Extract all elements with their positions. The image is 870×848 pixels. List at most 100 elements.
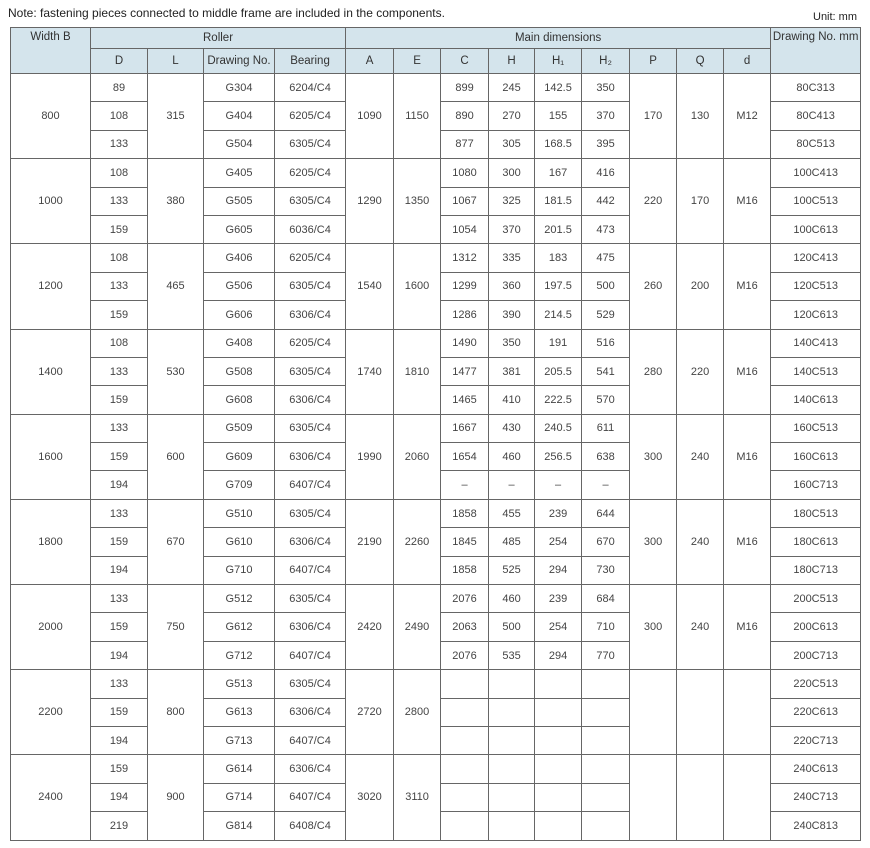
h1-cell: 240.5 [534,413,583,444]
h2-cell: 644 [581,498,631,529]
c-cell: 877 [440,129,490,160]
drawing-no-cell: 160C713 [770,470,862,500]
unit-label: Unit: mm [813,11,857,23]
table-row: 159 G610 6306/C4 1845 485 254 670 180C613 [11,527,862,557]
subheader-12: d [723,48,772,74]
roller-l-cell: 900 [147,754,204,841]
p-cell: 300 [629,498,678,586]
roller-drawing-cell: G712 [203,640,275,671]
h1-cell: 294 [534,640,583,671]
roller-l-cell: 670 [147,498,204,586]
h2-cell: 570 [581,385,631,415]
roller-l-cell: 465 [147,243,204,330]
c-cell: 1858 [440,555,490,586]
table-row: 108 G404 6205/C4 890 270 155 370 80C413 [11,101,862,131]
a-cell: 2190 [345,498,395,586]
h-cell [488,697,536,727]
drawing-no-cell: 180C613 [770,527,862,557]
bearing-cell: 6205/C4 [273,328,347,358]
c-cell: 1667 [440,413,490,444]
drawing-no-cell: 160C513 [770,413,862,444]
roller-l-cell: 380 [147,158,204,245]
bearing-cell: 6305/C4 [273,498,347,529]
table-row: 133 G508 6305/C4 1477 381 205.5 541 140C513 [11,356,862,387]
table-row: 133 G505 6305/C4 1067 325 181.5 442 100C513 [11,186,862,216]
c-cell [440,754,490,784]
h2-cell: 611 [581,413,631,444]
h-cell: 525 [488,555,536,586]
q-cell: 220 [676,328,725,415]
bearing-cell: 6306/C4 [273,754,347,784]
c-cell: 1312 [440,243,490,273]
drawing-no-cell: 80C313 [770,72,862,103]
q-cell: 130 [676,72,725,160]
roller-drawing-cell: G508 [203,356,275,387]
drawing-no-cell: 140C613 [770,385,862,415]
dimensions-table: Width B Roller Main dimensions Drawing N… [10,27,862,841]
h2-cell: 370 [581,101,631,131]
table-row: 1600 133 600 G509 6305/C4 1990 2060 1667 430 240.… [10,413,862,500]
q-cell: 170 [676,158,725,245]
roller-drawing-cell: G814 [203,811,275,841]
h-cell: 370 [488,214,536,245]
bearing-cell: 6306/C4 [273,300,347,330]
drawing-no-cell: 220C713 [770,725,862,756]
drawing-no-cell: 160C613 [770,442,862,472]
roller-d-cell: 108 [90,328,148,358]
q-cell: 240 [676,413,725,500]
roller-drawing-cell: G506 [203,271,275,302]
d-cell: M16 [723,584,772,671]
e-cell: 3110 [393,754,442,841]
h-cell: 245 [488,72,536,103]
bearing-cell: 6305/C4 [273,186,347,216]
p-cell: 220 [629,158,678,245]
d-cell: M16 [723,158,772,245]
roller-d-cell: 159 [90,612,148,642]
bearing-cell: 6305/C4 [273,584,347,614]
table-row: 1400 108 530 G408 6205/C4 1740 1810 1490 350 191 5… [10,328,862,415]
h2-cell [581,754,631,784]
c-cell [440,697,490,727]
h-cell [488,669,536,699]
h-cell: 270 [488,101,536,131]
subheader-4: A [345,48,395,74]
e-cell: 1350 [393,158,442,245]
bearing-cell: 6407/C4 [273,470,347,500]
h-cell: 460 [488,584,536,614]
table-row: 2000 133 750 G512 6305/C4 2420 2490 2076 460 239 6… [10,584,862,671]
roller-d-cell: 108 [90,101,148,131]
h2-cell [581,782,631,813]
roller-drawing-cell: G405 [203,158,275,188]
c-cell: 890 [440,101,490,131]
q-cell [676,669,725,756]
h1-cell: 214.5 [534,300,583,330]
h1-cell: 222.5 [534,385,583,415]
h2-cell: 516 [581,328,631,358]
subheader-2: Drawing No. [203,48,275,74]
h2-cell [581,697,631,727]
drawing-no-cell: 200C613 [770,612,862,642]
h2-cell [581,811,631,841]
table-row: 194 G712 6407/C4 2076 535 294 770 200C713 [11,640,862,671]
subheader-8: H₁ [534,48,583,74]
table-row: 1800 133 670 G510 6305/C4 2190 2260 1858 455 239 6… [10,498,862,586]
c-cell: 1286 [440,300,490,330]
drawing-no-cell: 200C513 [770,584,862,614]
h2-cell: 500 [581,271,631,302]
roller-l-cell: 530 [147,328,204,415]
roller-drawing-cell: G304 [203,72,275,103]
c-cell: 1465 [440,385,490,415]
a-cell: 3020 [345,754,395,841]
width-cell: 800 [10,72,91,160]
roller-drawing-cell: G509 [203,413,275,444]
c-cell: – [440,470,490,500]
roller-l-cell: 600 [147,413,204,500]
h-cell: 350 [488,328,536,358]
c-cell [440,669,490,699]
roller-drawing-cell: G504 [203,129,275,160]
h-cell [488,754,536,784]
width-cell: 2000 [10,584,91,671]
drawing-no-cell: 240C713 [770,782,862,813]
h2-cell: – [581,470,631,500]
c-cell: 899 [440,72,490,103]
